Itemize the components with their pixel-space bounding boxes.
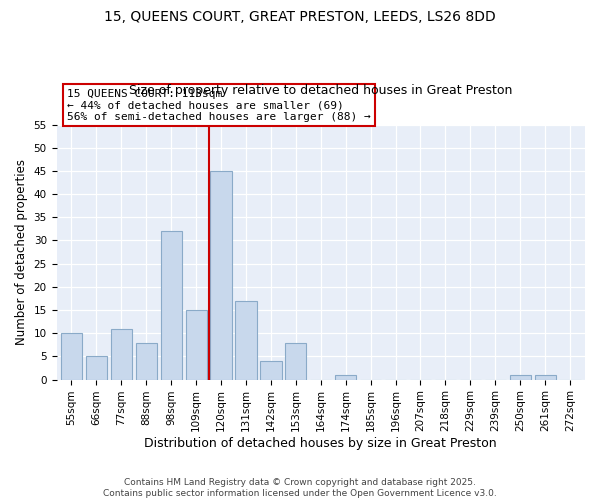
Bar [111,328,132,380]
Text: 15, QUEENS COURT, GREAT PRESTON, LEEDS, LS26 8DD: 15, QUEENS COURT, GREAT PRESTON, LEEDS, … [104,10,496,24]
Bar [86,356,107,380]
Bar [509,375,531,380]
Text: Contains HM Land Registry data © Crown copyright and database right 2025.
Contai: Contains HM Land Registry data © Crown c… [103,478,497,498]
Bar [535,375,556,380]
Bar [136,342,157,380]
X-axis label: Distribution of detached houses by size in Great Preston: Distribution of detached houses by size … [145,437,497,450]
Y-axis label: Number of detached properties: Number of detached properties [15,159,28,345]
Bar [185,310,207,380]
Bar [61,333,82,380]
Bar [161,231,182,380]
Title: Size of property relative to detached houses in Great Preston: Size of property relative to detached ho… [129,84,512,97]
Bar [235,301,257,380]
Text: 15 QUEENS COURT: 113sqm
← 44% of detached houses are smaller (69)
56% of semi-de: 15 QUEENS COURT: 113sqm ← 44% of detache… [67,89,371,122]
Bar [260,361,281,380]
Bar [285,342,307,380]
Bar [211,171,232,380]
Bar [335,375,356,380]
